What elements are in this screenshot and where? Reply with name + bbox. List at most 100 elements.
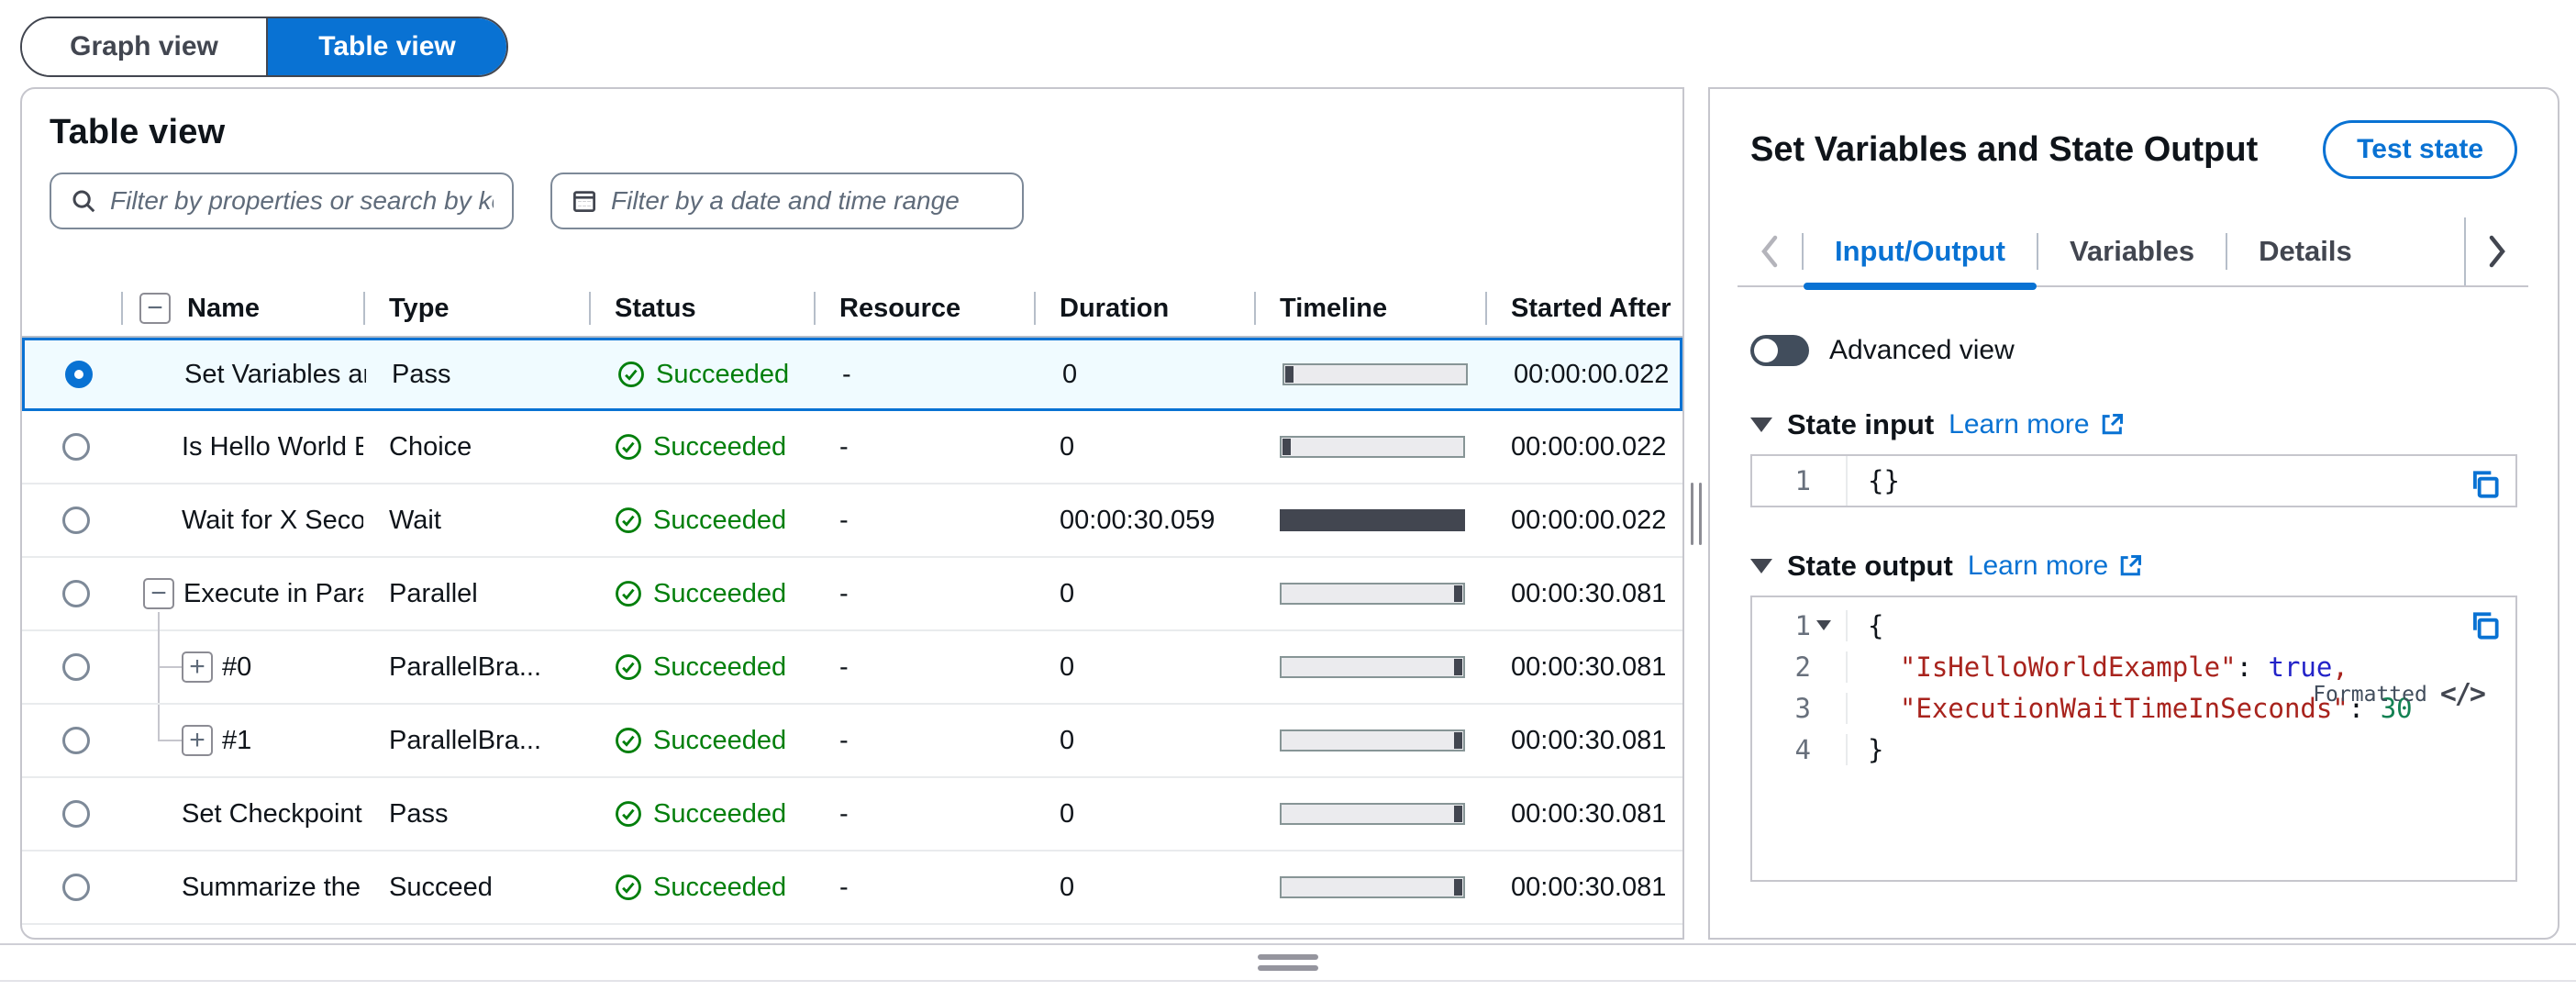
table-view-panel: Table view <box>20 87 1684 940</box>
collapse-row-icon[interactable]: − <box>143 578 174 609</box>
table-header-row: − Name Type Status Resource Duration Tim… <box>22 281 1682 338</box>
table-row[interactable]: + #0 ParallelBra... Succeeded - 0 00:00:30.081 <box>22 631 1682 705</box>
cell-type: Choice <box>389 431 472 462</box>
cell-resource: - <box>842 359 851 389</box>
code-view-toggle-icon[interactable]: </> <box>2439 678 2486 710</box>
search-icon <box>70 187 97 215</box>
tab-input-output[interactable]: Input/Output <box>1804 217 2037 290</box>
cell-duration: 00:00:30.059 <box>1060 505 1216 535</box>
cell-type: Wait <box>389 505 441 535</box>
row-select-radio[interactable] <box>62 580 90 607</box>
copy-icon[interactable] <box>2468 467 2503 502</box>
code-line: 4} <box>1752 729 2515 770</box>
cell-name: #1 <box>222 725 252 755</box>
copy-icon[interactable] <box>2468 608 2503 643</box>
table-row[interactable]: Summarize the Succeed Succeeded - 0 00:00:30.… <box>22 852 1682 925</box>
table-row[interactable]: Set Variables ar Pass Succeeded - 0 00:00:00.… <box>22 338 1682 411</box>
column-header-name: − Name <box>121 281 363 336</box>
line-number: 4 <box>1794 733 1811 765</box>
cell-resource: - <box>839 651 849 682</box>
date-filter-input[interactable] <box>611 186 1004 216</box>
status-badge: Succeeded <box>615 873 786 903</box>
graph-view-button[interactable]: Graph view <box>22 18 268 75</box>
status-text: Succeeded <box>653 798 787 829</box>
cell-resource: - <box>839 578 849 608</box>
cell-type: ParallelBra... <box>389 651 542 682</box>
timeline-bar <box>1280 729 1465 752</box>
status-text: Succeeded <box>653 872 787 902</box>
expand-row-icon[interactable]: + <box>182 725 213 756</box>
row-select-radio[interactable] <box>65 361 93 388</box>
date-filter <box>550 173 1024 229</box>
tab-details[interactable]: Details <box>2259 235 2352 267</box>
line-number: 2 <box>1794 651 1811 683</box>
status-text: Succeeded <box>656 359 790 389</box>
cell-started-after: 00:00:30.081 <box>1511 651 1667 682</box>
column-header-status: Status <box>589 281 814 336</box>
success-check-icon <box>615 874 642 901</box>
state-input-learn-more-link[interactable]: Learn more <box>1949 409 2124 440</box>
table-row[interactable]: Is Hello World E Choice Succeeded - 0 00:00:0… <box>22 411 1682 484</box>
property-filter-input[interactable] <box>110 186 494 216</box>
cell-name: Execute in Para <box>183 578 363 608</box>
timeline-bar <box>1280 509 1465 531</box>
table-row[interactable]: Set Checkpoint Pass Succeeded - 0 00:00:30.08… <box>22 778 1682 852</box>
cell-duration: 0 <box>1060 578 1075 608</box>
cell-name: Set Variables ar <box>184 359 366 389</box>
tabs-scroll-left-icon[interactable] <box>1738 217 1802 285</box>
tabs-scroll-right-icon[interactable] <box>2464 217 2528 285</box>
row-select-radio[interactable] <box>62 507 90 534</box>
cell-name: #0 <box>222 651 252 682</box>
status-badge: Succeeded <box>615 799 786 829</box>
row-select-radio[interactable] <box>62 433 90 461</box>
collapse-all-icon[interactable]: − <box>139 293 171 324</box>
cell-started-after: 00:00:00.022 <box>1511 431 1667 462</box>
cell-type: Parallel <box>389 578 478 608</box>
horizontal-resize-grip[interactable] <box>1258 954 1318 971</box>
formatted-label: Formatted <box>2313 682 2427 707</box>
table-row[interactable]: Wait for X Secon Wait Succeeded - 00:00:30.0… <box>22 484 1682 558</box>
table-row[interactable]: − Execute in Para Parallel Succeeded - 0 00:00… <box>22 558 1682 631</box>
cell-type: Pass <box>389 798 449 829</box>
column-header-type: Type <box>363 281 589 336</box>
test-state-button[interactable]: Test state <box>2323 120 2517 179</box>
panel-splitter[interactable] <box>1684 87 1708 940</box>
external-link-icon <box>2120 554 2142 576</box>
state-output-editor: Formatted </> 1{2 "IsHelloWorldExample":… <box>1750 596 2517 882</box>
line-number: 1 <box>1794 609 1811 641</box>
view-mode-toggle: Graph view Table view <box>20 17 508 77</box>
tab-variables[interactable]: Variables <box>2069 235 2195 267</box>
table-view-button[interactable]: Table view <box>268 18 506 75</box>
vertical-resize-grip[interactable] <box>1691 482 1702 545</box>
cell-started-after: 00:00:30.081 <box>1511 872 1667 902</box>
external-link-icon <box>2102 413 2123 435</box>
cell-resource: - <box>839 798 849 829</box>
cell-started-after: 00:00:30.081 <box>1511 725 1667 755</box>
property-filter <box>50 173 514 229</box>
advanced-view-toggle[interactable] <box>1750 335 1809 366</box>
status-text: Succeeded <box>653 651 787 682</box>
row-select-radio[interactable] <box>62 653 90 681</box>
row-select-radio[interactable] <box>62 874 90 901</box>
status-badge: Succeeded <box>615 726 786 756</box>
cell-resource: - <box>839 505 849 535</box>
expand-row-icon[interactable]: + <box>182 651 213 683</box>
status-badge: Succeeded <box>615 652 786 683</box>
row-select-radio[interactable] <box>62 800 90 828</box>
row-select-radio[interactable] <box>62 727 90 754</box>
state-input-editor: 1{} <box>1750 454 2517 507</box>
state-input-title: State input <box>1787 408 1935 440</box>
state-output-title: State output <box>1787 550 1953 582</box>
cell-resource: - <box>839 872 849 902</box>
timeline-bar <box>1280 656 1465 678</box>
state-output-learn-more-link[interactable]: Learn more <box>1968 551 2143 582</box>
execution-detail-split: Table view <box>20 87 2559 940</box>
cell-type: Pass <box>392 359 451 389</box>
table-row[interactable]: + #1 ParallelBra... Succeeded - 0 00:00:30.081 <box>22 705 1682 778</box>
status-badge: Succeeded <box>617 360 789 390</box>
split-panel-resize-bar[interactable] <box>0 943 2576 982</box>
state-detail-panel: Set Variables and State Output Test stat… <box>1708 87 2559 940</box>
cell-started-after: 00:00:00.022 <box>1514 359 1670 389</box>
state-input-section-header[interactable]: State input Learn more <box>1750 408 2517 441</box>
state-output-section-header[interactable]: State output Learn more <box>1750 550 2517 583</box>
